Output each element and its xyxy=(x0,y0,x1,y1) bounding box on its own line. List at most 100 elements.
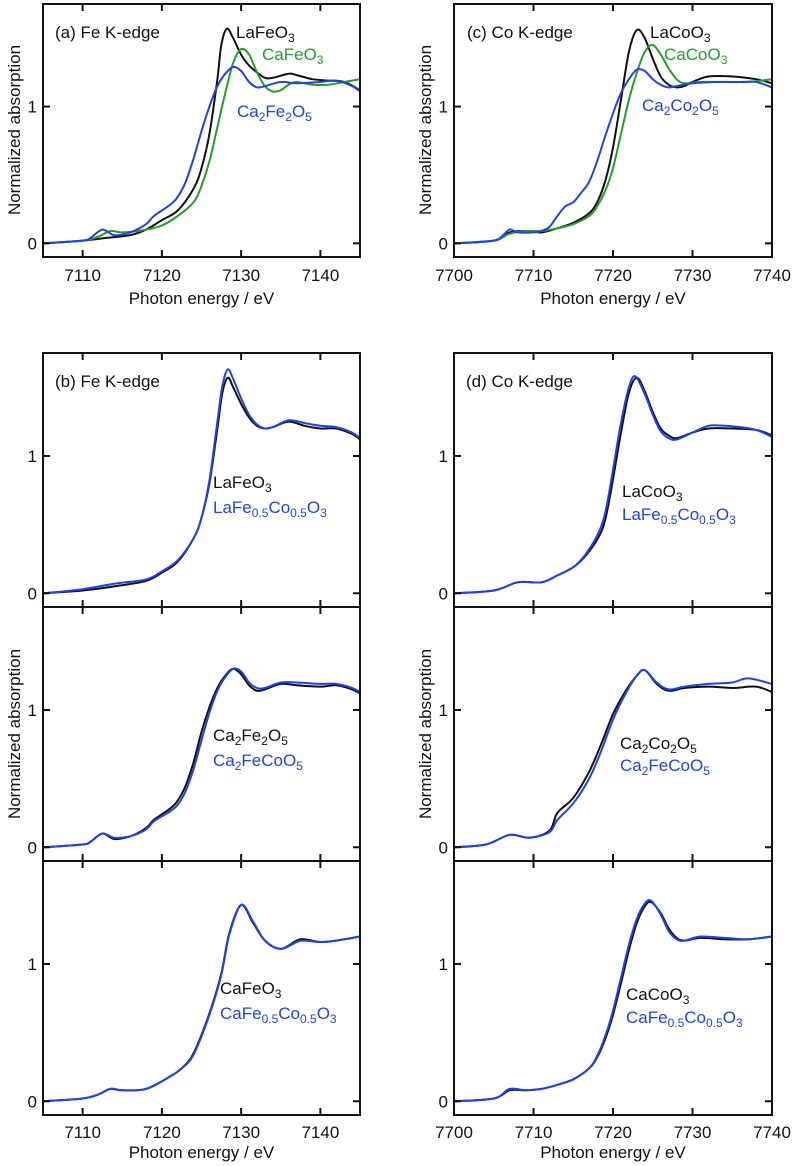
subplot-b-1: 01 xyxy=(28,352,361,608)
subplot-b-2: 01 xyxy=(28,606,361,862)
y-tick-label: 0 xyxy=(28,584,37,603)
series-line-LaFe0.5Co0.5O3 xyxy=(454,375,772,595)
text-part: LaFeO xyxy=(213,473,265,492)
x-tick-label: 7730 xyxy=(674,266,712,285)
x-tick-label: 7700 xyxy=(435,266,473,285)
text-part: LaFeO xyxy=(236,23,288,42)
subplot-a-1: 7110 7120 7130 7140 0 1 xyxy=(28,3,361,285)
panel-title: (d) Co K-edge xyxy=(466,372,573,391)
subscript: 2 xyxy=(261,734,268,748)
series-line-Ca2FeCoO5 xyxy=(454,668,772,849)
series-label: LaFeO3 xyxy=(213,473,272,495)
y-tick-label: 1 xyxy=(28,955,37,974)
x-tick-label: 7110 xyxy=(64,1123,101,1142)
x-tick-label: 7130 xyxy=(222,266,260,285)
series-label: LaCoO3 xyxy=(622,482,683,504)
subscript: 5 xyxy=(712,104,719,118)
text-part: CaFeO xyxy=(220,979,275,998)
text-part: Ca xyxy=(237,102,259,121)
subscript: 2 xyxy=(670,742,677,756)
y-tick-label: 1 xyxy=(439,701,448,720)
subscript: 2 xyxy=(285,110,292,124)
x-axis-label: Photon energy / eV xyxy=(540,289,686,308)
subscript: 5 xyxy=(690,742,697,756)
series-line-LaCoO3 xyxy=(454,376,772,595)
series-label: LaFeO3 xyxy=(236,23,295,45)
subscript: 3 xyxy=(317,53,324,67)
text-part: O xyxy=(699,96,712,115)
subscript: 5 xyxy=(281,734,288,748)
y-tick-label: 0 xyxy=(28,234,37,253)
text-part: O xyxy=(292,102,305,121)
series-line-Ca2Fe2O5 xyxy=(43,65,360,245)
series-line-CaFeO3 xyxy=(43,903,360,1103)
subscript: 0.5 xyxy=(262,1012,279,1026)
series-label: Ca2Fe2O5 xyxy=(237,102,312,124)
x-tick-label: 7720 xyxy=(594,1123,632,1142)
series-line-CaFeO3 xyxy=(43,47,360,245)
text-part: Fe xyxy=(241,726,261,745)
y-tick-label: 1 xyxy=(28,701,37,720)
text-part: Co xyxy=(648,734,670,753)
subscript: 0.5 xyxy=(668,1016,685,1030)
x-tick-label: 7130 xyxy=(222,1123,260,1142)
x-tick-label: 7720 xyxy=(594,266,632,285)
y-tick-label: 1 xyxy=(28,447,37,466)
series-line-Ca2Co2O5 xyxy=(454,668,772,849)
series-line-CaCoO3 xyxy=(454,900,772,1103)
x-tick-label: 7740 xyxy=(753,266,791,285)
y-axis-label: Normalized absorption xyxy=(5,45,24,215)
series-line-Ca2Fe2O5 xyxy=(43,667,360,849)
subscript: 2 xyxy=(692,104,699,118)
y-axis-label: Normalized absorption xyxy=(5,649,24,819)
x-tick-label: 7740 xyxy=(753,1123,791,1142)
series-label: LaFe0.5Co0.5O3 xyxy=(622,505,736,527)
series-line-CaFe0.5Co0.5O3 xyxy=(43,903,360,1103)
text-part: O xyxy=(716,505,729,524)
series-label: CaCoO3 xyxy=(664,45,728,67)
series-label: LaFe0.5Co0.5O3 xyxy=(213,498,327,520)
text-part: LaFe xyxy=(622,505,661,524)
text-part: Co xyxy=(677,505,699,524)
y-tick-label: 1 xyxy=(439,955,448,974)
text-part: CaFeO xyxy=(262,45,317,64)
series-label: CaFe0.5Co0.5O3 xyxy=(220,1004,337,1026)
x-tick-label: 7110 xyxy=(64,266,101,285)
x-tick-label: 7140 xyxy=(301,266,339,285)
subscript: 2 xyxy=(235,759,242,773)
x-tick-label: 7120 xyxy=(143,266,181,285)
subscript: 2 xyxy=(235,734,242,748)
subscript: 0.5 xyxy=(300,1012,317,1026)
text-part: Co xyxy=(278,1004,300,1023)
text-part: Co xyxy=(268,498,290,517)
x-tick-label: 7710 xyxy=(515,1123,553,1142)
subscript: 0.5 xyxy=(706,1016,723,1030)
series-line-LaFeO3 xyxy=(43,376,360,595)
subplot-b-3: 7110 7120 7130 7140 0 1 xyxy=(28,860,361,1142)
x-tick-label: 7700 xyxy=(435,1123,473,1142)
text-part: Ca xyxy=(620,734,642,753)
subscript: 2 xyxy=(664,104,671,118)
y-axis-label: Normalized absorption xyxy=(416,45,435,215)
subscript: 0.5 xyxy=(661,513,678,527)
plot-frame xyxy=(42,860,361,1116)
y-tick-label: 0 xyxy=(439,1092,448,1111)
text-part: O xyxy=(723,1008,736,1027)
subscript: 3 xyxy=(704,31,711,45)
series-label: CaFeO3 xyxy=(262,45,324,67)
y-tick-label: 0 xyxy=(28,1092,37,1111)
x-tick-label: 7120 xyxy=(143,1123,181,1142)
text-part: CaCoO xyxy=(626,985,683,1004)
text-part: CaFe xyxy=(626,1008,668,1027)
text-part: LaCoO xyxy=(650,23,704,42)
subplot-d-3: 7700 7710 7720 7730 7740 0 1 xyxy=(435,860,791,1142)
text-part: Ca xyxy=(213,751,235,770)
subscript: 0.5 xyxy=(290,506,307,520)
plot-frame xyxy=(42,3,361,258)
text-part: LaFe xyxy=(213,498,252,517)
text-part: FeCoO xyxy=(241,751,296,770)
panel-c: 7700 7710 7720 7730 7740 0 1 (c) Co K-edge Photo… xyxy=(416,3,791,308)
subscript: 2 xyxy=(259,110,266,124)
text-part: O xyxy=(677,734,690,753)
